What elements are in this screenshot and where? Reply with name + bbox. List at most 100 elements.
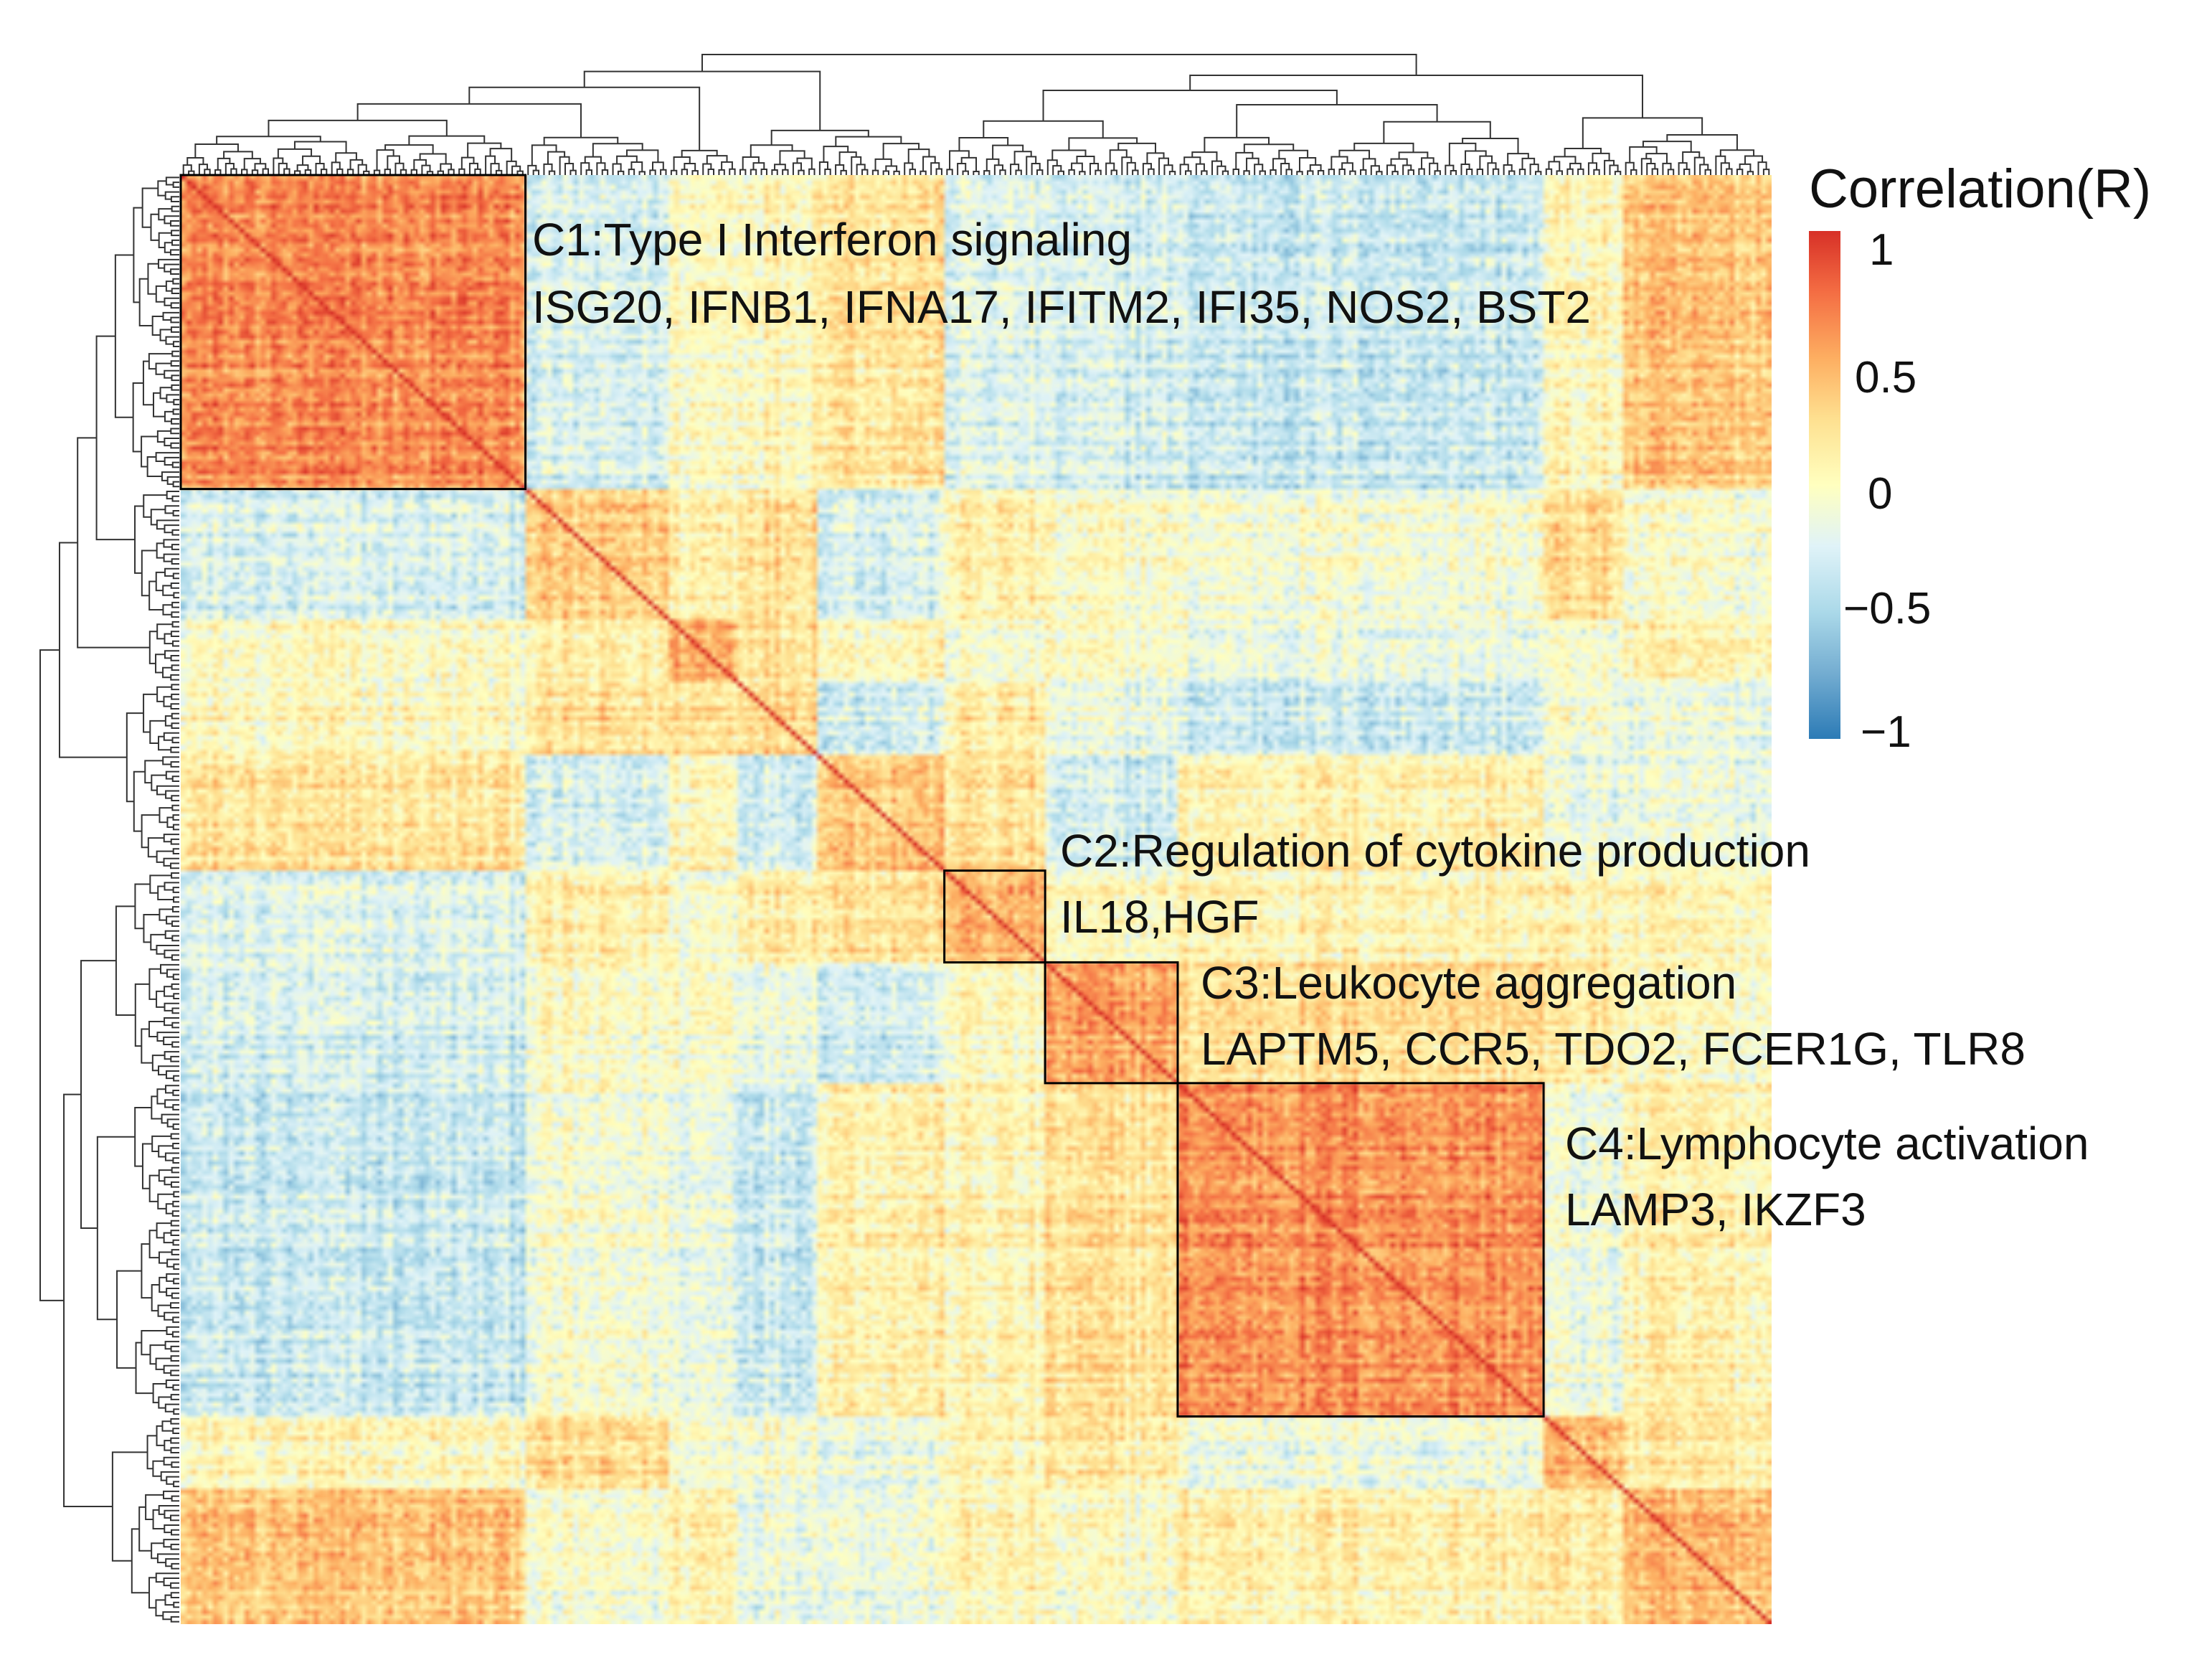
- dendrogram-branch: [172, 640, 179, 647]
- dendrogram-branch: [161, 1113, 179, 1124]
- heatmap-matrix: [181, 175, 1772, 1624]
- dendrogram-branch: [164, 1440, 171, 1451]
- dendrogram-branch: [163, 1036, 179, 1045]
- dendrogram-branch: [408, 135, 486, 146]
- dendrogram-branch: [173, 1408, 179, 1415]
- dendrogram-branch: [1126, 161, 1136, 176]
- dendrogram-branch: [164, 882, 179, 891]
- dendrogram-branch: [1246, 157, 1259, 171]
- dendrogram-branch: [158, 208, 172, 221]
- dendrogram-branch: [1720, 162, 1730, 176]
- dendrogram-branch: [792, 162, 803, 176]
- dendrogram-branch: [173, 896, 179, 903]
- dendrogram-branch: [612, 163, 622, 176]
- dendrogram-branch: [384, 144, 434, 154]
- dendrogram-branch: [171, 1022, 179, 1029]
- dendrogram-branch: [173, 1075, 179, 1082]
- dendrogram-branch: [156, 850, 174, 863]
- dendrogram-branch: [147, 837, 164, 858]
- dendrogram-branch: [171, 529, 179, 536]
- dendrogram-branch: [302, 155, 321, 166]
- dendrogram-branch: [1587, 162, 1598, 176]
- dendrogram-branch: [547, 151, 566, 164]
- dendrogram-branch: [363, 170, 370, 176]
- dendrogram-branch: [1191, 151, 1218, 161]
- dendrogram-branch: [171, 239, 179, 246]
- dendrogram-branch: [856, 164, 866, 176]
- dendrogram-branch: [251, 169, 259, 176]
- dendrogram-branch: [156, 623, 173, 640]
- dendrogram-branch: [1434, 170, 1441, 176]
- dendrogram-branch: [170, 196, 179, 203]
- dendrogram-branch: [156, 1425, 165, 1446]
- dendrogram-branch: [1079, 171, 1086, 176]
- dendrogram-branch: [885, 165, 898, 171]
- dendrogram-branch: [1460, 163, 1470, 176]
- dendrogram-branch: [171, 418, 179, 425]
- dendrogram-branch: [134, 505, 144, 574]
- dendrogram-branch: [278, 162, 288, 176]
- cluster-c3-title: C3:Leukocyte aggregation: [1201, 957, 1737, 1009]
- dendrogram-branch: [152, 1383, 166, 1404]
- dendrogram-branch: [171, 1562, 179, 1570]
- dendrogram-branch: [851, 156, 862, 176]
- dendrogram-branch: [134, 1106, 152, 1167]
- dendrogram-branch: [774, 164, 786, 170]
- dendrogram-branch: [135, 1341, 153, 1395]
- dendrogram-branch: [186, 157, 204, 166]
- dendrogram-branch: [141, 1243, 152, 1299]
- dendrogram-branch: [171, 1292, 179, 1299]
- dendrogram-branch: [126, 712, 144, 803]
- dendrogram-branch: [1109, 149, 1128, 164]
- dendrogram-branch: [164, 1341, 179, 1350]
- dendrogram-branch: [141, 1329, 167, 1356]
- dendrogram-branch: [169, 249, 179, 256]
- dendrogram-branch: [116, 1270, 142, 1369]
- dendrogram-branch: [171, 722, 179, 729]
- dendrogram-branch: [164, 1509, 179, 1519]
- dendrogram-branch: [141, 1143, 153, 1189]
- dendrogram-branch: [158, 232, 172, 248]
- dendrogram-branch: [170, 302, 179, 309]
- dendrogram-branch: [930, 162, 940, 176]
- dendrogram-branch: [1195, 163, 1205, 176]
- dendrogram-branch: [796, 157, 813, 169]
- dendrogram-branch: [166, 1118, 179, 1128]
- dendrogram-branch: [172, 1143, 179, 1149]
- dendrogram-branch: [243, 158, 261, 170]
- row-dendrogram: [39, 176, 179, 1623]
- dendrogram-branch: [152, 392, 165, 418]
- dendrogram-branch: [824, 168, 831, 176]
- dendrogram-branch: [394, 162, 405, 176]
- dendrogram-branch: [983, 120, 1104, 138]
- dendrogram-branch: [172, 848, 179, 855]
- dendrogram-branch: [1183, 156, 1201, 165]
- dendrogram-branch: [1744, 155, 1764, 164]
- dendrogram-branch: [1296, 171, 1303, 176]
- dendrogram-branch: [149, 1344, 166, 1365]
- dendrogram-branch: [1553, 156, 1577, 164]
- dendrogram-branch: [164, 242, 172, 253]
- dendrogram-branch: [1556, 170, 1563, 176]
- dendrogram-branch: [163, 696, 172, 707]
- dendrogram-branch: [649, 169, 656, 176]
- dendrogram-branch: [171, 1461, 179, 1468]
- dendrogram-branch: [172, 1123, 179, 1130]
- dendrogram-branch: [142, 360, 153, 406]
- dendrogram-branch: [1338, 149, 1371, 159]
- dendrogram-branch: [1270, 169, 1277, 176]
- dendrogram-branch: [893, 170, 900, 176]
- dendrogram-branch: [1666, 134, 1738, 151]
- dendrogram-branch: [262, 168, 269, 176]
- dendrogram-branch: [188, 170, 195, 176]
- dendrogram-branch: [171, 1249, 179, 1255]
- dendrogram-branch: [163, 1232, 174, 1244]
- dendrogram-branch: [750, 144, 793, 157]
- dendrogram-branch: [1132, 169, 1139, 176]
- dendrogram-branch: [1682, 151, 1701, 164]
- dendrogram-branch: [170, 1355, 179, 1362]
- cluster-box-c3: [1044, 961, 1179, 1085]
- dendrogram-branch: [1462, 138, 1519, 154]
